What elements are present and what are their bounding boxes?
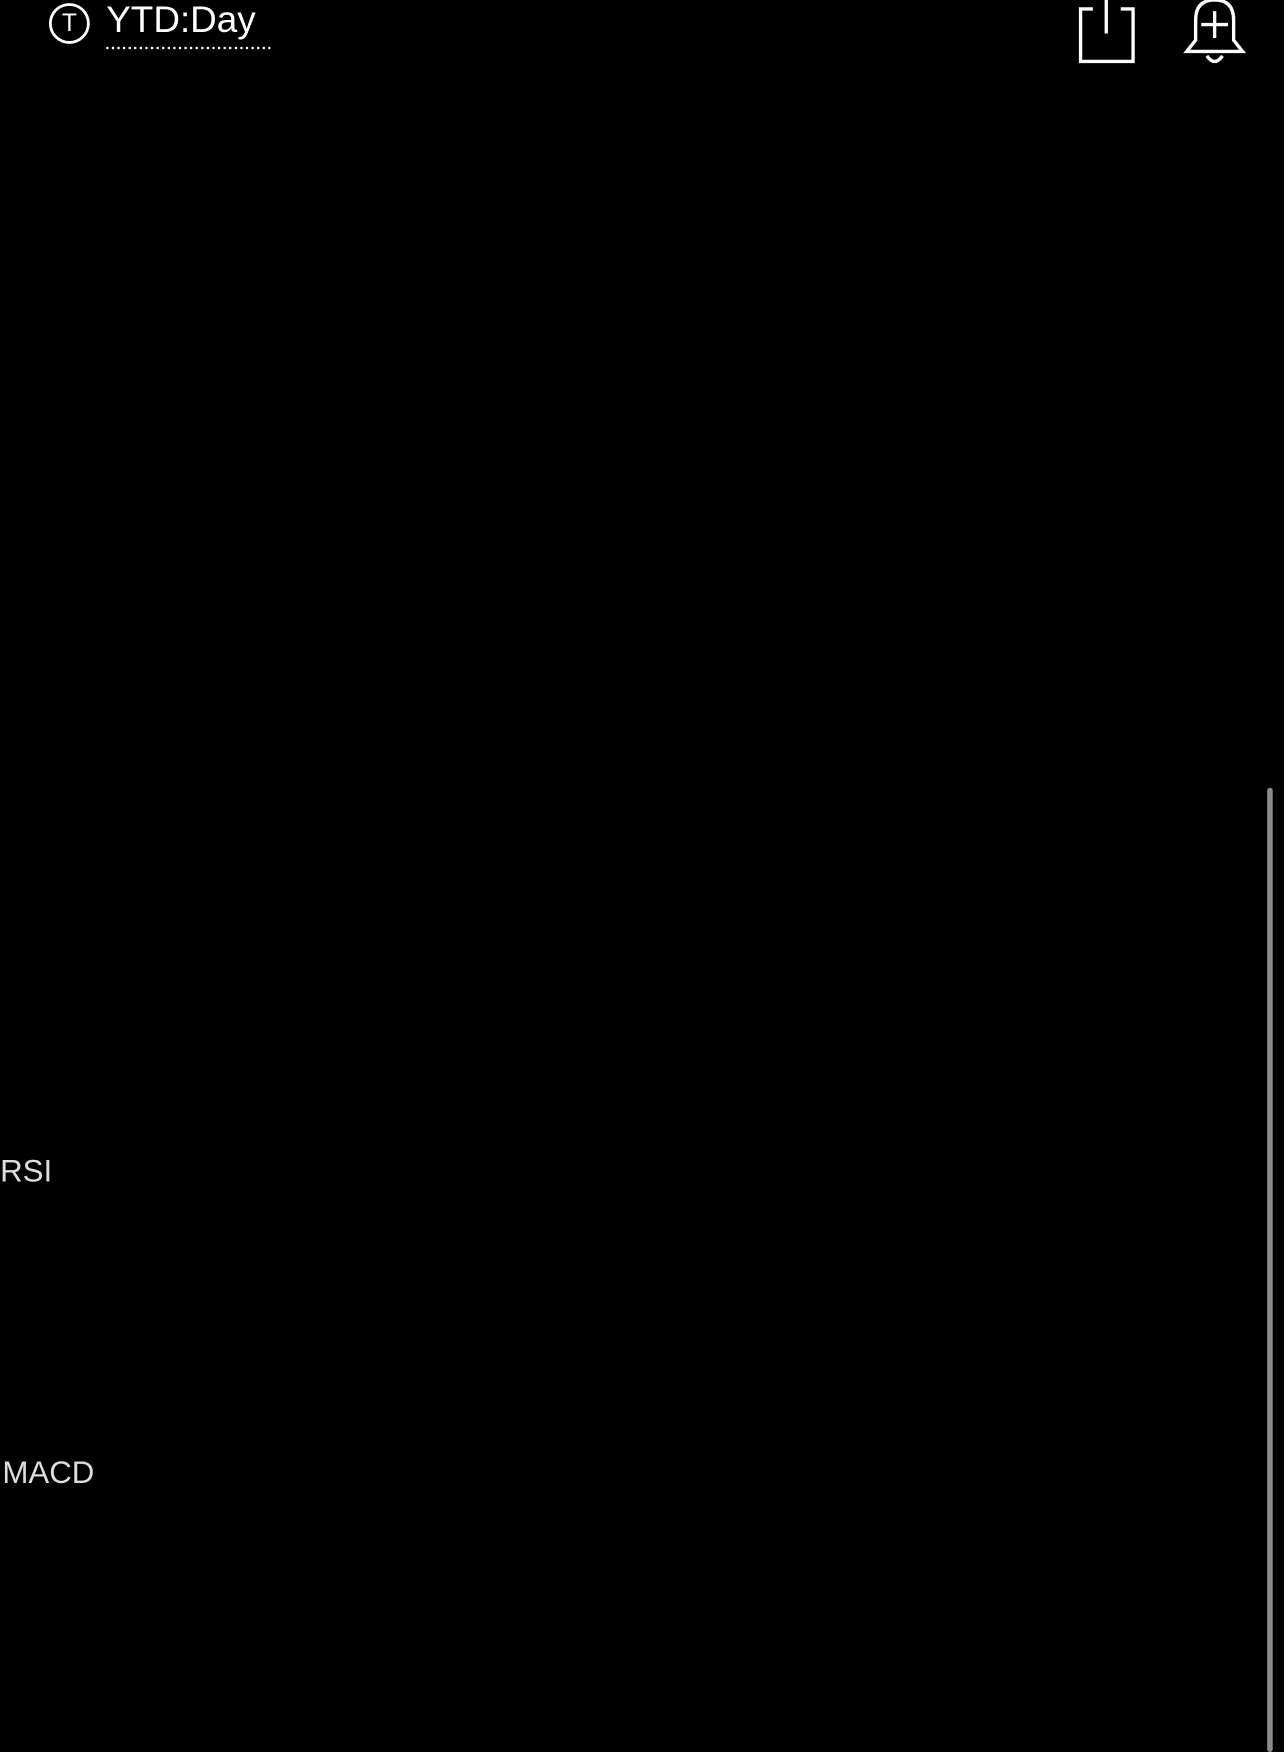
scrollbar[interactable]	[1267, 787, 1273, 1752]
symbol-icon	[48, 3, 90, 44]
share-button[interactable]	[1078, 0, 1135, 64]
alert-button[interactable]	[1183, 0, 1247, 64]
symbol-icon-letter: T	[62, 10, 77, 37]
rsi-title: RSI	[0, 1153, 52, 1188]
share-icon	[1078, 7, 1135, 64]
header: T YTD:Day	[48, 0, 1247, 64]
macd-title: MACD	[2, 1455, 94, 1490]
bell-clapper	[1205, 54, 1224, 64]
bell-icon	[1183, 0, 1247, 54]
timeframe[interactable]: YTD:Day	[106, 0, 256, 40]
